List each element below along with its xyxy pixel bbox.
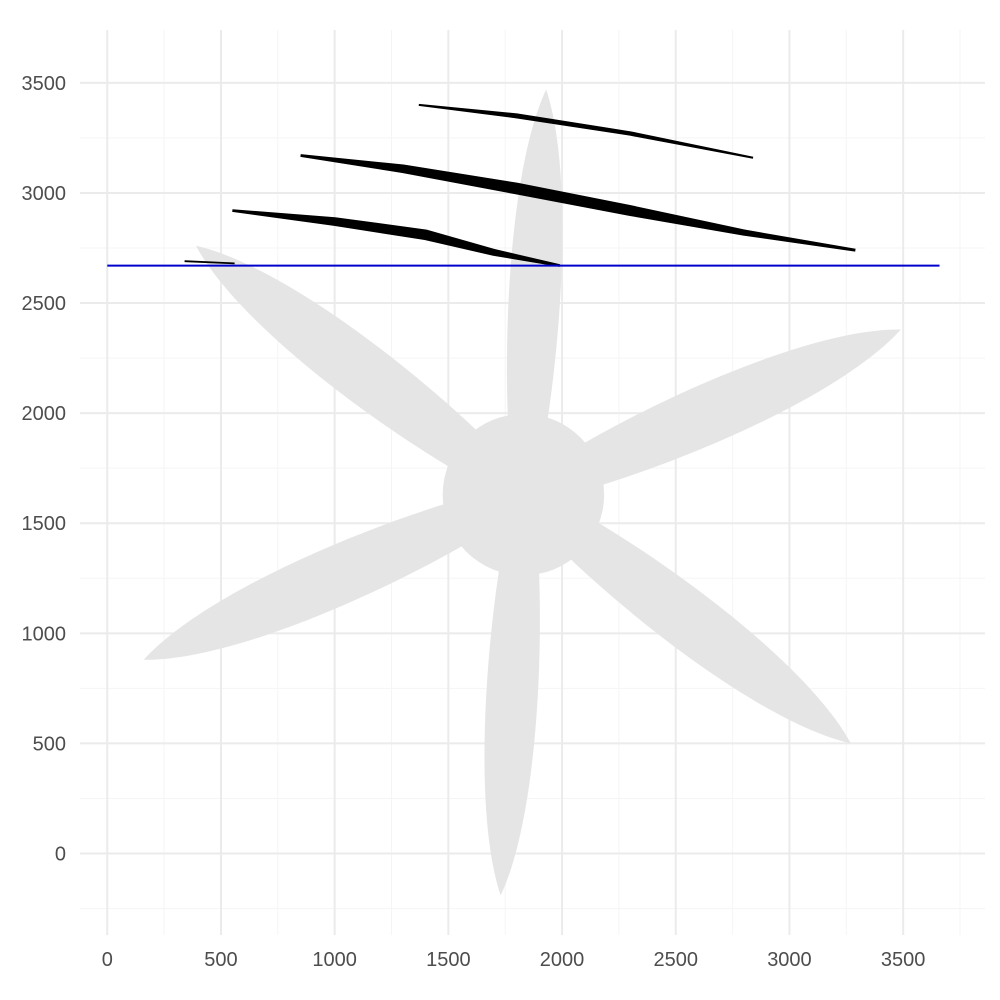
y-tick-label: 1500	[22, 513, 67, 535]
propeller-shape	[143, 89, 901, 896]
x-tick-label: 2500	[654, 949, 699, 971]
y-tick-label: 1000	[22, 623, 67, 645]
x-tick-label: 1500	[426, 949, 471, 971]
propeller-blade	[530, 494, 851, 744]
propeller-blade	[506, 89, 563, 476]
x-tick-label: 0	[102, 949, 113, 971]
tick-labels-layer: 0 500 1000 1500 2000 2500 3000 3500 0 500 1000 1500…	[22, 73, 926, 971]
x-tick-label: 500	[204, 949, 237, 971]
y-tick-label: 3000	[22, 183, 67, 205]
curve	[418, 103, 754, 159]
curve	[232, 209, 561, 267]
y-tick-label: 3500	[22, 73, 67, 95]
propeller-blade	[484, 513, 540, 896]
x-tick-label: 1000	[312, 949, 357, 971]
curve	[184, 260, 235, 265]
y-tick-label: 2000	[22, 403, 67, 425]
curves-layer	[184, 103, 856, 267]
propeller-blade	[143, 488, 511, 660]
y-tick-label: 0	[55, 844, 66, 866]
y-tick-label: 2500	[22, 293, 67, 315]
y-tick-label: 500	[33, 733, 66, 755]
propeller-blade	[195, 245, 517, 495]
curve	[300, 154, 856, 252]
propeller-blade	[536, 329, 901, 501]
x-tick-label: 3500	[881, 949, 926, 971]
x-tick-label: 3000	[767, 949, 812, 971]
x-tick-label: 2000	[540, 949, 585, 971]
